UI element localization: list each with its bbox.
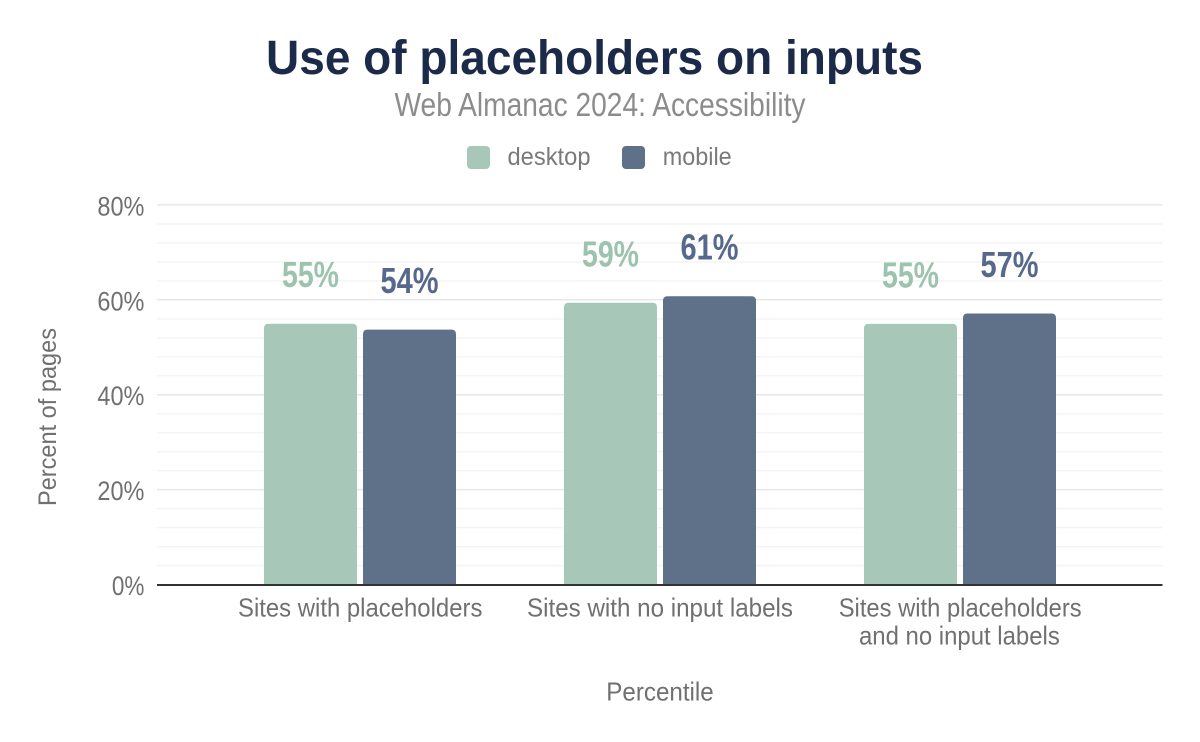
svg-text:Web Almanac 2024: Accessibilit: Web Almanac 2024: Accessibility [395,86,806,123]
svg-text:and no input labels: and no input labels [859,620,1060,650]
svg-text:Sites with placeholders: Sites with placeholders [238,593,482,623]
svg-text:mobile: mobile [663,143,732,171]
svg-text:Percent of pages: Percent of pages [34,328,62,506]
svg-text:80%: 80% [97,191,144,221]
svg-text:54%: 54% [381,260,439,301]
svg-text:61%: 61% [681,227,739,268]
svg-text:59%: 59% [582,233,639,274]
svg-text:40%: 40% [97,381,144,411]
svg-text:55%: 55% [882,254,939,295]
svg-text:Sites with no input labels: Sites with no input labels [527,593,793,623]
svg-text:0%: 0% [112,571,145,601]
svg-text:Sites with placeholders: Sites with placeholders [839,592,1082,622]
svg-text:57%: 57% [981,244,1039,285]
svg-text:20%: 20% [97,476,144,506]
svg-text:desktop: desktop [508,143,591,171]
svg-text:55%: 55% [282,254,339,295]
svg-text:60%: 60% [97,286,144,316]
svg-text:Percentile: Percentile [606,676,714,706]
svg-text:Use of placeholders on inputs: Use of placeholders on inputs [266,32,923,85]
